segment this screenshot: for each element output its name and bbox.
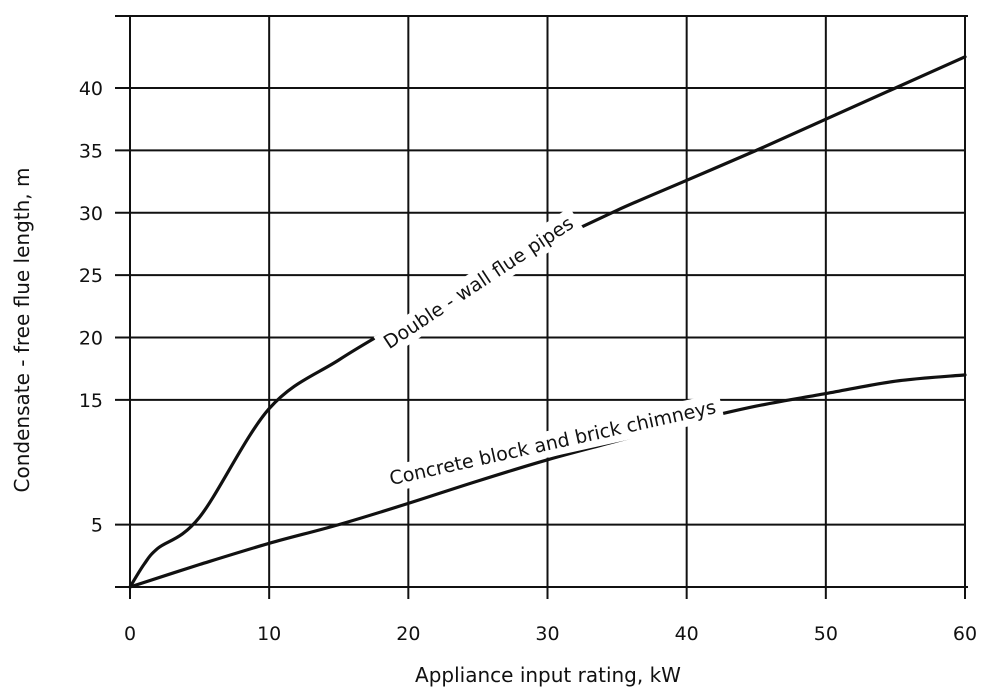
y-tick-label-40: 40 <box>79 78 103 100</box>
y-axis-title: Condensate - free flue length, m <box>10 168 34 493</box>
x-tick-label-40: 40 <box>675 623 699 645</box>
series-label-background-1 <box>373 207 584 359</box>
y-tick-label-25: 25 <box>79 265 103 287</box>
y-tick-label-20: 20 <box>79 328 103 350</box>
x-tick-label-0: 0 <box>124 623 136 645</box>
x-tick-label-60: 60 <box>953 623 977 645</box>
x-tick-label-30: 30 <box>535 623 559 645</box>
y-tick-label-30: 30 <box>79 203 103 225</box>
x-tick-label-20: 20 <box>396 623 420 645</box>
x-tick-label-10: 10 <box>257 623 281 645</box>
grid-lines <box>115 15 968 599</box>
series-label-background-2 <box>381 393 725 494</box>
tick-labels: 5 15 20 25 30 35 40 0 10 20 30 40 50 60 <box>79 78 977 645</box>
y-tick-label-15: 15 <box>79 390 103 412</box>
series-line-2 <box>128 373 967 589</box>
y-tick-label-5: 5 <box>91 515 103 537</box>
x-axis-title: Appliance input rating, kW <box>415 663 681 687</box>
series-label-2: Concrete block and brick chimneys <box>387 396 718 490</box>
y-tick-label-35: 35 <box>79 140 103 162</box>
x-tick-label-50: 50 <box>814 623 838 645</box>
